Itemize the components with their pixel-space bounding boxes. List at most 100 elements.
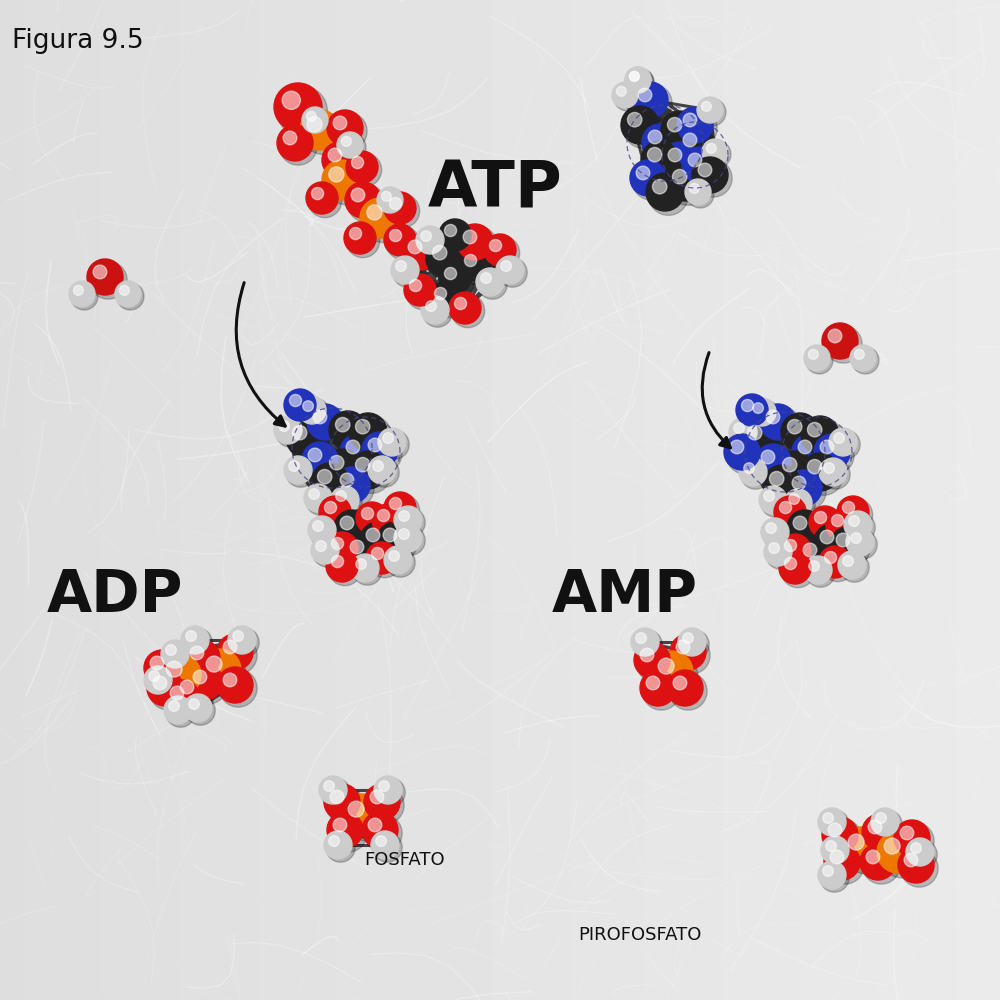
Circle shape — [781, 554, 815, 588]
Circle shape — [274, 83, 322, 131]
Circle shape — [685, 179, 711, 205]
Circle shape — [676, 640, 690, 654]
Circle shape — [463, 230, 477, 244]
Circle shape — [820, 810, 849, 839]
Circle shape — [429, 282, 461, 314]
Circle shape — [384, 224, 416, 256]
Circle shape — [386, 226, 420, 260]
Circle shape — [625, 67, 651, 93]
Circle shape — [631, 628, 659, 656]
Circle shape — [325, 163, 367, 205]
Circle shape — [830, 850, 844, 864]
Circle shape — [219, 636, 257, 674]
Circle shape — [189, 699, 199, 709]
Circle shape — [230, 628, 259, 657]
Circle shape — [797, 537, 833, 573]
Circle shape — [331, 537, 344, 550]
Circle shape — [341, 136, 351, 146]
Circle shape — [349, 451, 387, 489]
Text: Figura 9.5: Figura 9.5 — [12, 28, 144, 54]
Circle shape — [648, 130, 662, 144]
Circle shape — [330, 790, 344, 804]
Circle shape — [284, 389, 316, 421]
Circle shape — [360, 522, 396, 558]
Circle shape — [186, 631, 196, 641]
Circle shape — [896, 822, 934, 860]
Circle shape — [629, 71, 639, 81]
Circle shape — [662, 142, 698, 178]
Circle shape — [355, 419, 370, 434]
Circle shape — [347, 184, 385, 222]
Circle shape — [736, 394, 768, 426]
Circle shape — [776, 451, 814, 489]
Circle shape — [356, 559, 366, 569]
Circle shape — [698, 163, 712, 177]
Circle shape — [180, 680, 194, 694]
Circle shape — [632, 82, 668, 118]
Text: ADP: ADP — [47, 566, 183, 624]
Circle shape — [876, 813, 886, 823]
Circle shape — [384, 546, 412, 574]
Circle shape — [333, 488, 362, 517]
Circle shape — [636, 166, 650, 180]
Circle shape — [766, 410, 780, 424]
Circle shape — [313, 538, 342, 567]
Circle shape — [319, 496, 351, 528]
Circle shape — [331, 555, 344, 568]
Circle shape — [679, 129, 717, 167]
Circle shape — [166, 682, 204, 720]
Circle shape — [119, 285, 129, 295]
Circle shape — [303, 113, 345, 155]
Circle shape — [334, 467, 370, 503]
Circle shape — [814, 434, 850, 470]
Circle shape — [283, 131, 297, 145]
Circle shape — [374, 776, 402, 804]
Circle shape — [809, 561, 819, 571]
Circle shape — [161, 640, 189, 668]
Circle shape — [832, 529, 870, 567]
Circle shape — [146, 652, 184, 690]
Circle shape — [421, 231, 431, 241]
Circle shape — [765, 467, 805, 507]
Text: AMP: AMP — [552, 566, 698, 624]
Circle shape — [824, 463, 834, 473]
Circle shape — [793, 516, 807, 530]
Circle shape — [308, 516, 336, 544]
Circle shape — [288, 421, 328, 461]
Circle shape — [329, 836, 339, 846]
Circle shape — [169, 701, 179, 711]
Circle shape — [228, 626, 256, 654]
Circle shape — [779, 552, 811, 584]
Circle shape — [846, 528, 874, 556]
Circle shape — [402, 234, 438, 270]
Circle shape — [816, 436, 854, 474]
Circle shape — [337, 132, 363, 158]
Circle shape — [87, 259, 123, 295]
Circle shape — [279, 421, 289, 431]
Circle shape — [786, 491, 815, 520]
Circle shape — [389, 229, 402, 242]
Circle shape — [311, 463, 349, 501]
Circle shape — [286, 419, 324, 457]
Circle shape — [189, 666, 227, 704]
Circle shape — [860, 844, 896, 880]
Circle shape — [658, 658, 674, 674]
Circle shape — [630, 160, 666, 196]
Circle shape — [321, 778, 350, 807]
Circle shape — [678, 628, 706, 656]
Circle shape — [319, 776, 347, 804]
Circle shape — [734, 423, 744, 433]
Circle shape — [848, 530, 877, 559]
Circle shape — [792, 434, 828, 470]
Circle shape — [873, 810, 902, 839]
Circle shape — [741, 399, 754, 412]
Circle shape — [317, 469, 332, 484]
Circle shape — [331, 413, 371, 453]
Circle shape — [908, 840, 937, 869]
Circle shape — [170, 686, 184, 700]
Circle shape — [223, 673, 237, 687]
Circle shape — [911, 843, 921, 853]
Circle shape — [688, 153, 702, 167]
Circle shape — [679, 109, 717, 147]
Circle shape — [279, 127, 317, 165]
